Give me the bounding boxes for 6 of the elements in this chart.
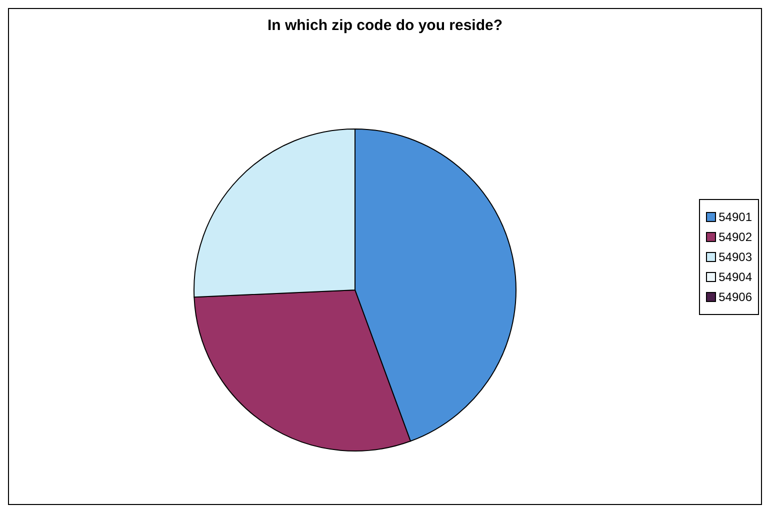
- legend-label: 54903: [718, 250, 752, 264]
- legend-label: 54902: [718, 230, 752, 244]
- legend-label: 54901: [718, 210, 752, 224]
- chart-title: In which zip code do you reside?: [266, 17, 504, 34]
- legend-label: 54904: [718, 270, 752, 284]
- legend-label: 54906: [718, 290, 752, 304]
